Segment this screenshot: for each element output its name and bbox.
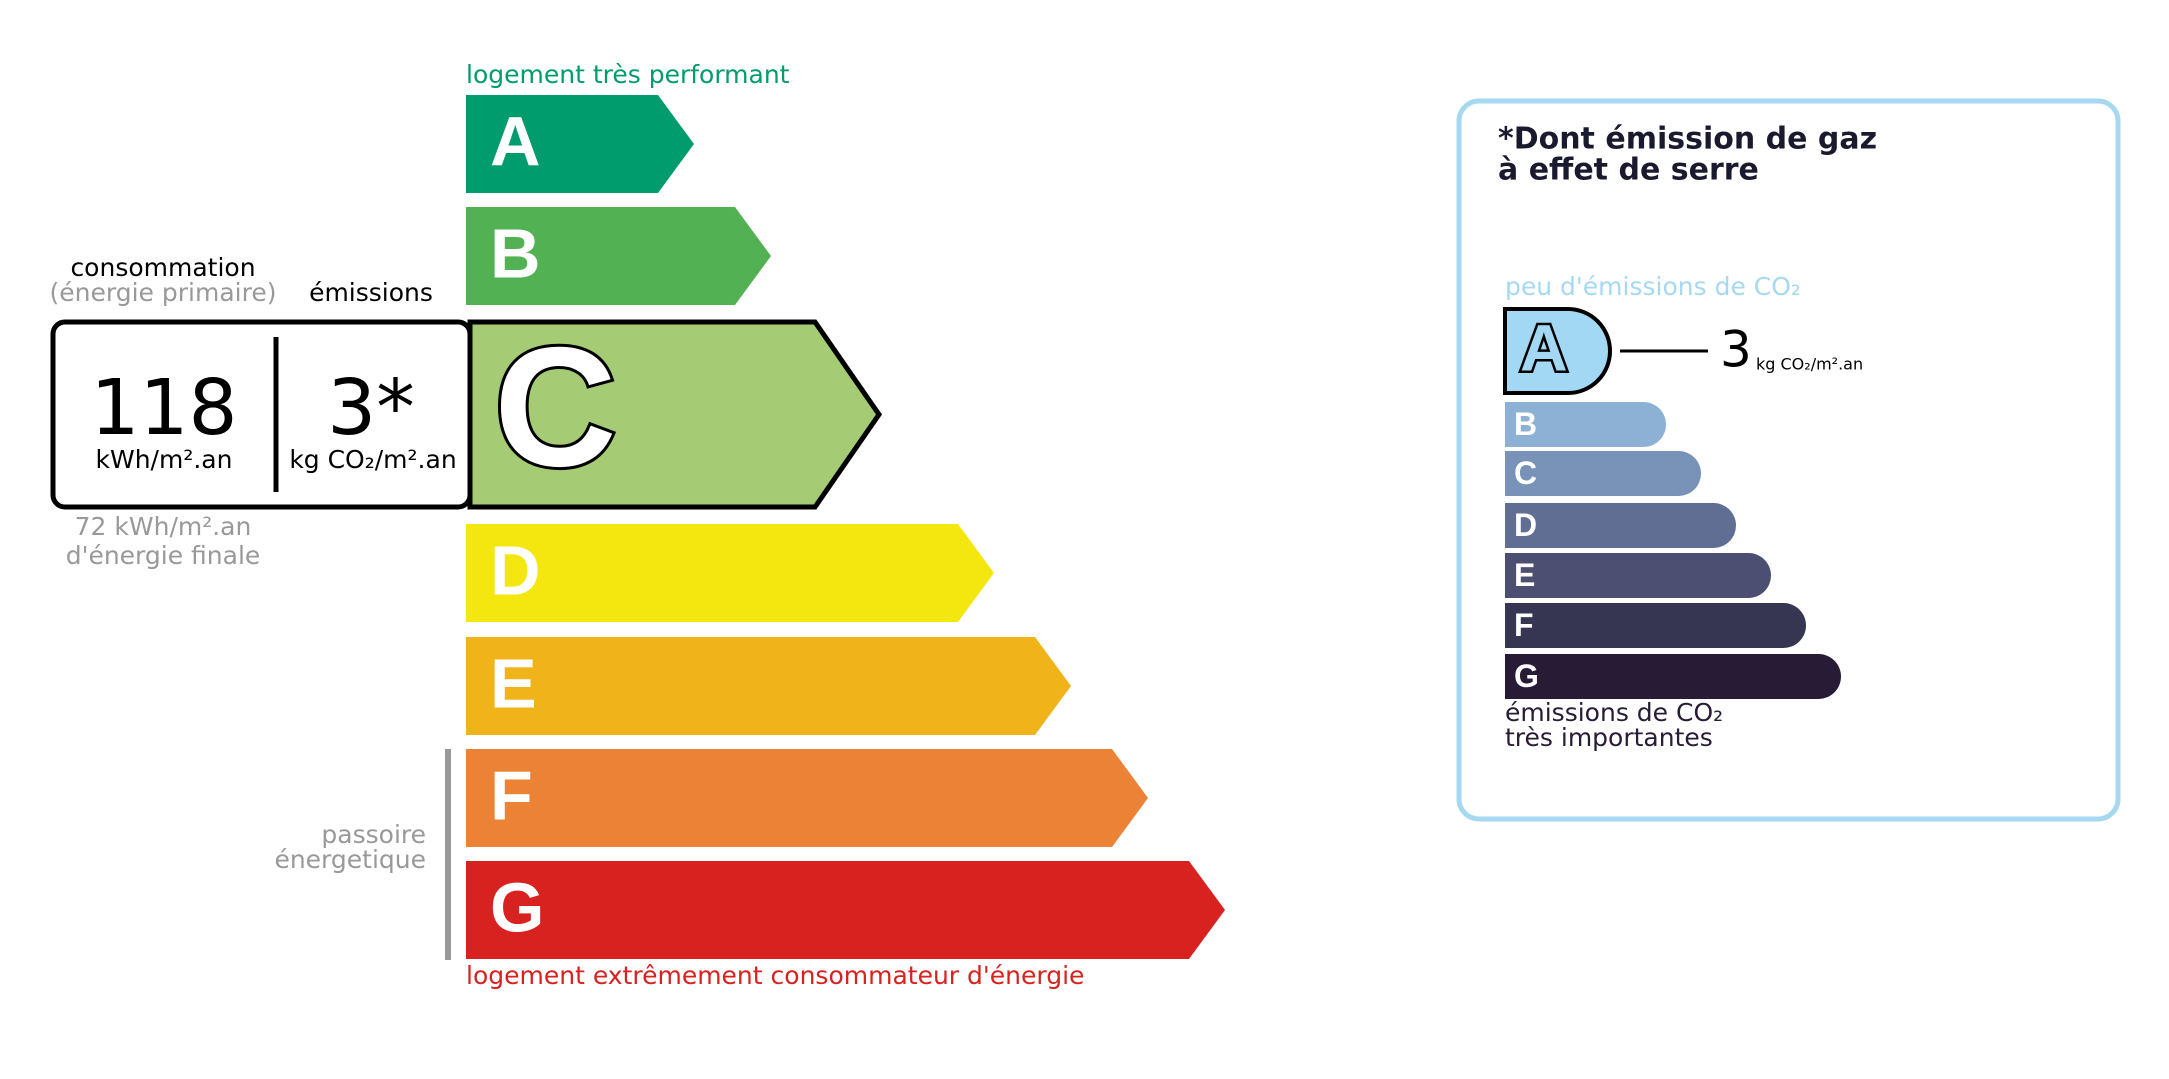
ges-letter: A <box>1520 310 1568 384</box>
emissions-heading: émissions <box>309 278 433 307</box>
emissions-value: 3* <box>327 364 415 453</box>
ges-bar <box>1505 553 1771 598</box>
ges-bar <box>1505 603 1807 648</box>
consumption-heading: consommation <box>70 253 255 282</box>
class-letter: E <box>490 644 537 722</box>
class-arrow <box>466 207 771 305</box>
ges-title: *Dont émission de gaz <box>1498 122 1877 157</box>
class-letter: D <box>490 531 541 609</box>
rating-arrow <box>467 319 883 510</box>
bottom-label: logement extrêmement consommateur d'éner… <box>466 961 1084 990</box>
ges-letter: G <box>1514 658 1539 694</box>
ges-letter: E <box>1514 557 1535 593</box>
ges-letter: B <box>1514 406 1537 442</box>
ges-unit: kg CO₂/m².an <box>1756 355 1863 374</box>
class-letter: B <box>490 214 541 292</box>
class-arrow <box>466 95 694 193</box>
class-arrow <box>466 861 1225 959</box>
ges-rating <box>1503 307 1612 395</box>
ges-bar <box>1505 654 1842 699</box>
ges-top-label: peu d'émissions de CO₂ <box>1505 272 1801 301</box>
ges-letter: C <box>1514 455 1537 491</box>
final-energy: 72 kWh/m².an <box>75 512 252 541</box>
class-letter: G <box>490 868 544 946</box>
passoire-label: énergetique <box>274 845 426 874</box>
consumption-sub: (énergie primaire) <box>50 278 277 307</box>
rating-letter: C <box>494 312 617 502</box>
ges-bar <box>1505 503 1736 548</box>
class-arrow <box>466 524 994 622</box>
ges-bottom-label: très importantes <box>1505 723 1713 752</box>
class-arrow <box>466 749 1148 847</box>
consumption-unit: kWh/m².an <box>96 445 233 474</box>
ges-letter: D <box>1514 507 1537 543</box>
ges-bar <box>1505 451 1701 496</box>
passoire-label: passoire <box>321 820 426 849</box>
ges-bar <box>1505 402 1667 447</box>
ges-value: 3 <box>1720 321 1752 379</box>
final-energy: d'énergie finale <box>66 541 261 570</box>
ges-letter: F <box>1514 607 1534 643</box>
ges-title: à effet de serre <box>1498 153 1759 188</box>
top-label: logement très performant <box>466 60 790 89</box>
consumption-value: 118 <box>91 364 238 453</box>
class-letter: A <box>490 102 541 180</box>
passoire-bar <box>445 749 451 960</box>
ges-bottom-label: émissions de CO₂ <box>1505 698 1723 727</box>
class-arrow <box>466 637 1071 735</box>
emissions-unit: kg CO₂/m².an <box>289 445 456 474</box>
class-letter: F <box>490 756 533 834</box>
